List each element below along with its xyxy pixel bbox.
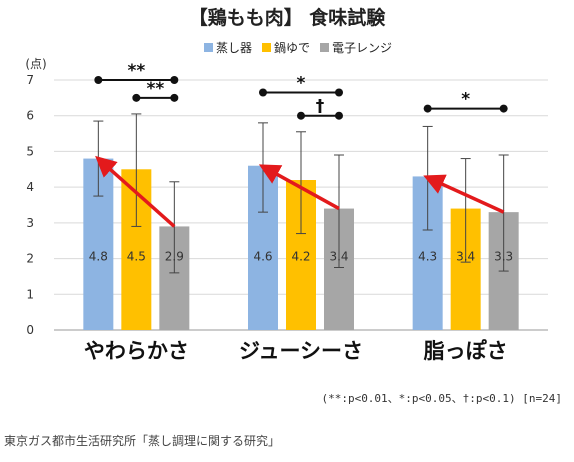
significance-dot: [132, 93, 141, 102]
legend: 蒸し器 鍋ゆで 電子レンジ: [204, 40, 392, 55]
significance-dot: [170, 93, 179, 102]
legend-label: 蒸し器: [216, 41, 252, 55]
y-tick-label: 6: [26, 109, 34, 123]
significance-dot: [335, 111, 343, 120]
significance-dot: [423, 104, 432, 113]
legend-swatch: [204, 43, 213, 52]
y-tick-label: 3: [26, 216, 34, 230]
significance-dot: [94, 76, 103, 84]
chart-title: 【鶏もも肉】 食味試験: [189, 6, 387, 29]
trend-arrow: [95, 155, 176, 228]
y-tick-label: 1: [26, 287, 34, 301]
significance-dot: [297, 111, 305, 120]
data-label: 3.4: [456, 249, 475, 263]
significance-brackets: **** *† *: [94, 61, 508, 120]
significance-dot: [259, 88, 267, 97]
legend-swatch: [320, 43, 329, 52]
y-tick-label: 0: [26, 323, 34, 337]
arrows: [95, 155, 505, 228]
significance-note: (**:p<0.01、*:p<0.05、†:p<0.1) [n=24]: [321, 392, 562, 405]
data-label: 4.8: [89, 249, 108, 263]
x-category-label: 脂っぽさ: [424, 339, 508, 363]
legend-swatch: [262, 43, 271, 52]
bars: [83, 158, 519, 330]
significance-dot: [499, 104, 508, 113]
legend-label: 電子レンジ: [332, 41, 392, 55]
y-tick-label: 2: [26, 252, 34, 266]
x-axis-categories: やわらかさ ジューシーさ 脂っぽさ: [84, 339, 508, 363]
significance-dot: [335, 88, 343, 97]
y-tick-label: 4: [26, 180, 34, 194]
significance-dot: [170, 76, 179, 84]
significance-label: *: [297, 74, 306, 94]
y-axis-unit: (点): [25, 57, 46, 71]
y-tick-label: 5: [26, 144, 34, 158]
data-label: 4.6: [253, 249, 272, 263]
data-label: 3.3: [494, 249, 513, 263]
data-label: 3.4: [329, 249, 348, 263]
data-label: 4.5: [127, 249, 146, 263]
error-bars: [93, 113, 509, 274]
trend-arrow: [258, 164, 340, 211]
y-axis-ticks: 0 1 2 3 4 5 6 7: [26, 73, 34, 337]
trend-arrow: [423, 174, 505, 214]
data-label: 4.2: [291, 249, 310, 263]
y-tick-label: 7: [26, 73, 34, 87]
data-label: 4.3: [418, 249, 437, 263]
value-labels: 4.8 4.6 4.3 4.5 4.2 3.4 2.9 3.4 3.3: [89, 249, 513, 263]
data-label: 2.9: [165, 249, 184, 263]
x-category-label: ジューシーさ: [239, 339, 363, 363]
significance-label: *: [461, 90, 470, 110]
significance-label: **: [127, 61, 145, 81]
source-caption: 東京ガス都市生活研究所「蒸し調理に関する研究」: [4, 433, 280, 448]
significance-label: †: [316, 97, 325, 117]
x-category-label: やわらかさ: [84, 339, 189, 363]
significance-label: **: [146, 79, 164, 99]
legend-label: 鍋ゆで: [274, 40, 310, 55]
